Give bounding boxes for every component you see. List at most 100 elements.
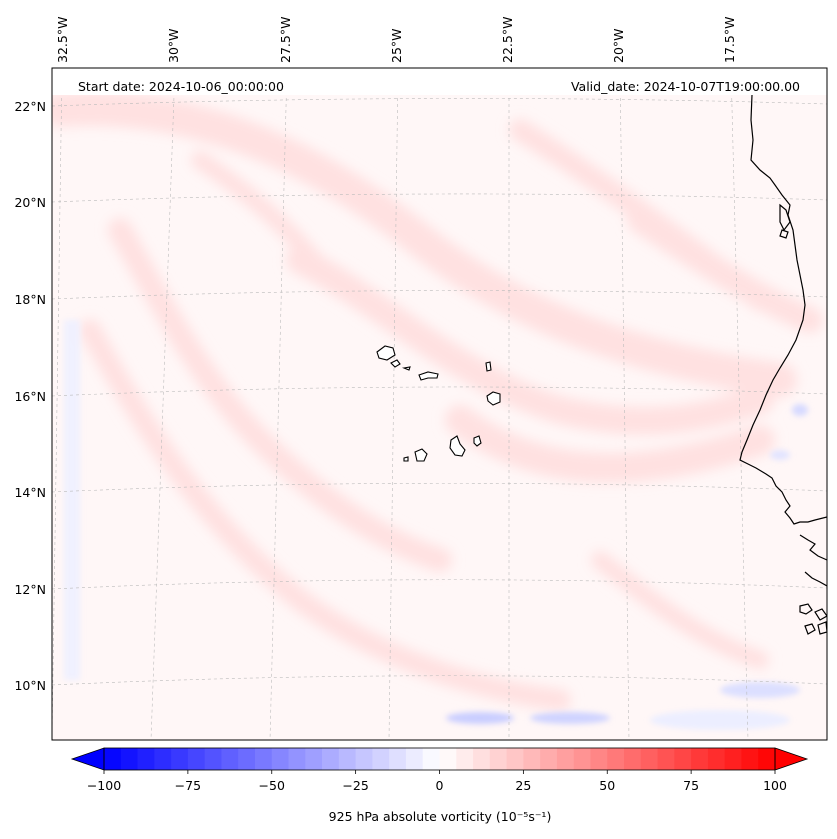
negative-patch bbox=[792, 404, 808, 416]
colorbar-segment bbox=[624, 748, 642, 770]
meridian bbox=[269, 68, 288, 740]
island-fogo bbox=[414, 448, 428, 462]
colorbar-label: 925 hPa absolute vorticity (10⁻⁵s⁻¹) bbox=[329, 809, 552, 824]
island-santo-antao bbox=[376, 345, 396, 361]
coastline-bijagos bbox=[804, 623, 816, 635]
colorbar-segment bbox=[171, 748, 189, 770]
negative-patch bbox=[720, 682, 800, 698]
colorbar-segment bbox=[590, 748, 608, 770]
colorbar-segments bbox=[104, 748, 776, 770]
negative-patch bbox=[770, 450, 790, 460]
colorbar-segment bbox=[707, 748, 726, 770]
colorbar-tick-label: 75 bbox=[683, 778, 699, 793]
coastline-mauritania-senegal bbox=[739, 68, 827, 525]
meridian bbox=[52, 68, 63, 740]
lon-label: 27.5°W bbox=[278, 17, 293, 63]
colorbar-segment bbox=[456, 748, 474, 770]
colorbar-segment bbox=[506, 748, 524, 770]
colorbar-segment bbox=[674, 748, 692, 770]
lat-label: 12°N bbox=[14, 582, 46, 597]
colorbar-segment bbox=[422, 748, 440, 770]
lon-label: 22.5°W bbox=[500, 17, 515, 63]
colorbar-tick-label: 25 bbox=[515, 778, 531, 793]
latitude-labels: 22°N 20°N 18°N 16°N 14°N 12°N 10°N bbox=[14, 99, 46, 693]
vorticity-field bbox=[52, 68, 827, 740]
parallel bbox=[52, 386, 827, 397]
island-maio bbox=[473, 435, 482, 447]
meridian bbox=[730, 68, 749, 740]
island-brava bbox=[403, 456, 409, 462]
lat-label: 14°N bbox=[14, 485, 46, 500]
colorbar-segment bbox=[187, 748, 206, 770]
colorbar-tick-label: −100 bbox=[87, 778, 121, 793]
colorbar-segment bbox=[238, 748, 256, 770]
colorbar-tick-label: −50 bbox=[259, 778, 285, 793]
island-sao-vicente bbox=[390, 359, 401, 368]
colorbar-segment bbox=[758, 748, 776, 770]
colorbar-tick-label: 100 bbox=[763, 778, 787, 793]
colorbar-extend-min bbox=[70, 747, 105, 771]
vorticity-band bbox=[79, 319, 571, 711]
colorbar-segment bbox=[523, 748, 541, 770]
colorbar-segment bbox=[322, 748, 340, 770]
africa-coastline bbox=[739, 68, 827, 635]
colorbar-segment bbox=[489, 748, 507, 770]
colorbar-segment bbox=[204, 748, 222, 770]
vorticity-band bbox=[591, 551, 769, 669]
start-date-label: Start date: 2024-10-06_00:00:00 bbox=[78, 79, 284, 94]
coastline-estuary bbox=[779, 203, 791, 232]
coastline-guinea bbox=[804, 571, 827, 587]
lat-label: 16°N bbox=[14, 389, 46, 404]
negative-patch bbox=[64, 320, 80, 680]
vorticity-band bbox=[286, 246, 774, 435]
vorticity-band bbox=[52, 92, 797, 397]
island-santa-luzia bbox=[401, 366, 411, 371]
meridian bbox=[150, 68, 176, 740]
colorbar-segment bbox=[540, 748, 558, 770]
colorbar-segment bbox=[657, 748, 675, 770]
colorbar-segment bbox=[355, 748, 373, 770]
colorbar-segment bbox=[573, 748, 591, 770]
colorbar-segment bbox=[305, 748, 323, 770]
colorbar-segment bbox=[372, 748, 390, 770]
lon-label: 25°W bbox=[389, 28, 404, 63]
map-panel: Start date: 2024-10-06_00:00:00 Valid_da… bbox=[51, 67, 828, 741]
vorticity-band bbox=[445, 405, 775, 483]
parallel bbox=[52, 675, 827, 686]
vorticity-band bbox=[627, 207, 823, 333]
colorbar-segment bbox=[724, 748, 742, 770]
colorbar-segment bbox=[254, 748, 273, 770]
colorbar-segment bbox=[741, 748, 759, 770]
lat-label: 10°N bbox=[14, 678, 46, 693]
colorbar-tick-label: 0 bbox=[436, 778, 444, 793]
colorbar-segment bbox=[104, 748, 122, 770]
colorbar: −100 −75 −50 −25 0 25 50 75 100 925 hPa absolute… bbox=[70, 747, 809, 824]
colorbar-segment bbox=[607, 748, 625, 770]
cape-verde-islands bbox=[376, 345, 501, 462]
island-boa-vista bbox=[486, 391, 501, 406]
graticule bbox=[52, 68, 827, 740]
colorbar-segment bbox=[473, 748, 491, 770]
lat-label: 22°N bbox=[14, 99, 46, 114]
parallel bbox=[52, 98, 827, 107]
vorticity-band bbox=[191, 151, 339, 289]
colorbar-segment bbox=[405, 748, 424, 770]
parallel bbox=[52, 579, 827, 590]
lon-label: 17.5°W bbox=[722, 17, 737, 63]
coastline-bijagos bbox=[817, 621, 827, 635]
parallel bbox=[52, 290, 827, 300]
coastline-estuary bbox=[779, 229, 789, 239]
colorbar-segment bbox=[439, 748, 457, 770]
colorbar-segment bbox=[389, 748, 407, 770]
lat-label: 18°N bbox=[14, 292, 46, 307]
parallel bbox=[52, 482, 827, 493]
colorbar-ticks: −100 −75 −50 −25 0 25 50 75 100 bbox=[87, 770, 787, 793]
colorbar-segment bbox=[288, 748, 306, 770]
negative-patch bbox=[446, 712, 514, 724]
colorbar-segment bbox=[556, 748, 575, 770]
valid-date-label: Valid_date: 2024-10-07T19:00:00.00 bbox=[571, 79, 800, 94]
colorbar-segment bbox=[137, 748, 155, 770]
negative-patch bbox=[530, 712, 610, 724]
meridian bbox=[388, 68, 399, 740]
